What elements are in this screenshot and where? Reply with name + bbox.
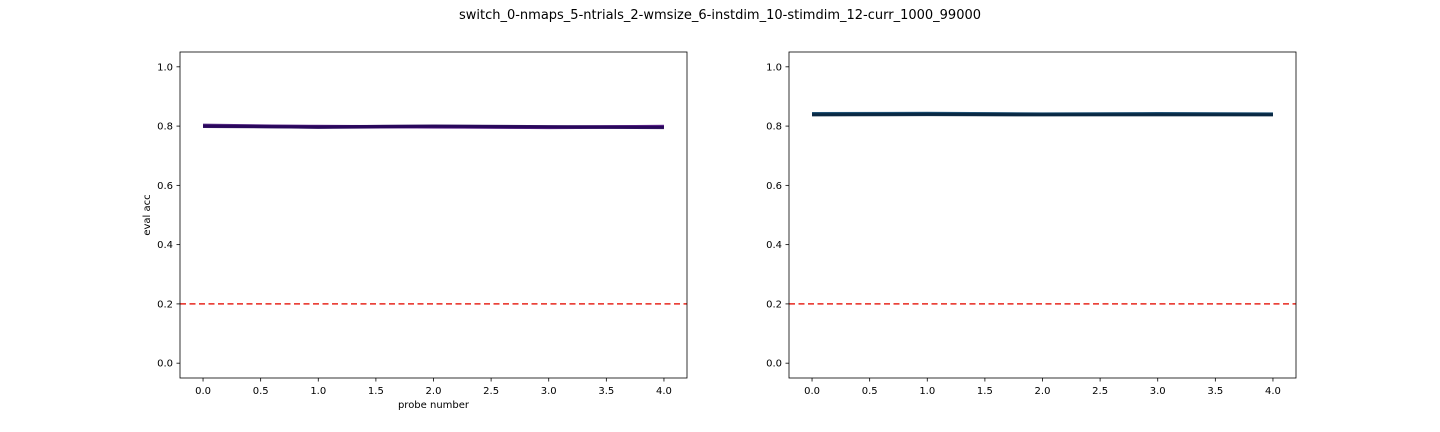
x-tick-label: 1.0 xyxy=(919,386,935,397)
y-tick-label: 0.8 xyxy=(766,122,782,133)
y-axis-label: eval acc xyxy=(142,194,153,235)
y-tick-label: 0.6 xyxy=(157,181,173,192)
y-tick-label: 0.4 xyxy=(157,240,173,251)
x-tick-label: 0.5 xyxy=(253,386,269,397)
y-tick-label: 0.6 xyxy=(766,181,782,192)
x-tick-label: 3.5 xyxy=(1207,386,1223,397)
y-tick-label: 1.0 xyxy=(157,62,173,73)
series-line-4 xyxy=(203,124,664,130)
x-tick-label: 0.0 xyxy=(804,386,820,397)
x-tick-label: 3.0 xyxy=(1150,386,1166,397)
right-subplot: 0.0 0.5 1.0 1.5 2.0 2.5 3.0 3.5 4.0 0.0 0.2 0.4 0.6 0… xyxy=(766,51,1297,397)
y-tick-label: 1.0 xyxy=(766,62,782,73)
x-tick-label: 4.0 xyxy=(656,386,672,397)
x-tick-label: 0.5 xyxy=(862,386,878,397)
x-tick-label: 1.0 xyxy=(310,386,326,397)
x-tick-label: 3.0 xyxy=(541,386,557,397)
x-tick-label: 2.0 xyxy=(426,386,442,397)
x-tick-label: 2.5 xyxy=(483,386,499,397)
x-tick-label: 1.5 xyxy=(368,386,384,397)
y-tick-label: 0.2 xyxy=(766,299,782,310)
left-subplot: 0.0 0.5 1.0 1.5 2.0 2.5 3.0 3.5 4.0 0.0 0.2 0.4 0.6 0… xyxy=(142,51,688,411)
y-tick-label: 0.0 xyxy=(766,359,782,370)
y-tick-label: 0.0 xyxy=(157,359,173,370)
y-tick-label: 0.8 xyxy=(157,122,173,133)
x-tick-label: 2.0 xyxy=(1035,386,1051,397)
x-tick-label: 2.5 xyxy=(1092,386,1108,397)
y-tick-label: 0.4 xyxy=(766,240,782,251)
figure-suptitle: switch_0-nmaps_5-ntrials_2-wmsize_6-inst… xyxy=(459,8,981,23)
x-axis-label: probe number xyxy=(398,400,470,411)
x-tick-label: 3.5 xyxy=(598,386,614,397)
y-tick-label: 0.2 xyxy=(157,299,173,310)
x-tick-label: 1.5 xyxy=(977,386,993,397)
x-tick-label: 0.0 xyxy=(195,386,211,397)
x-tick-label: 4.0 xyxy=(1265,386,1281,397)
